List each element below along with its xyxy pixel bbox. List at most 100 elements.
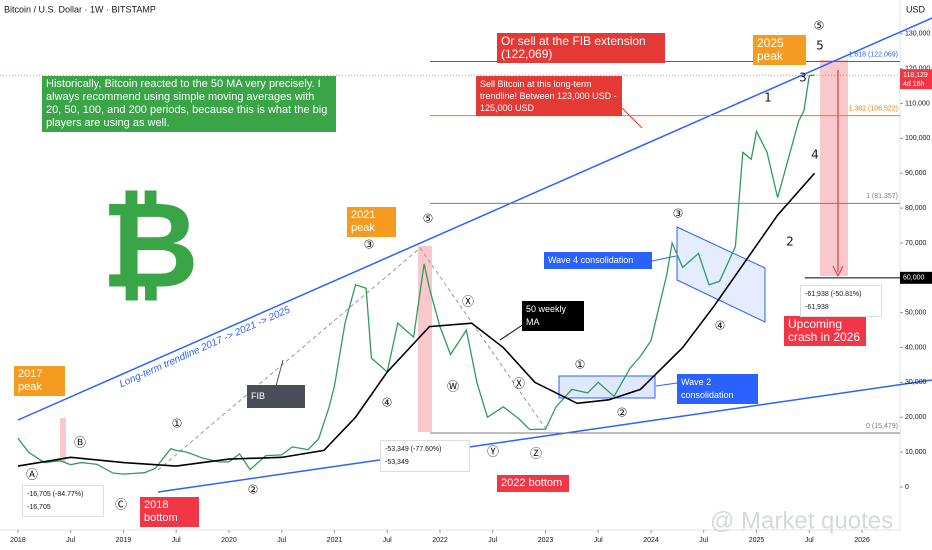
currency: USD: [906, 4, 926, 14]
x-tick-label: 2018: [10, 537, 26, 544]
series-line: [17, 74, 815, 475]
y-tick-label: 110,000: [905, 100, 930, 107]
y-tick-label: 20,000: [905, 414, 927, 421]
wave-label: ⑤: [423, 212, 434, 226]
x-tick-label: 2023: [538, 537, 554, 544]
y-tick-label: 120,000: [905, 66, 930, 73]
fib-label: 1.382 (106,522): [849, 105, 898, 112]
x-tick-label: 2026: [854, 537, 870, 544]
trendline-label: Long-term trendline 2017 -> 2021 -> 2025: [118, 304, 293, 390]
y-tick-label: 40,000: [905, 344, 927, 351]
x-tick-label: 2024: [643, 537, 659, 544]
header: Bitcoin / U.S. Dollar · 1W · BITSTAMP: [4, 4, 156, 14]
wave-label: 1: [764, 91, 772, 105]
wave-label: Ⓧ: [462, 295, 474, 309]
x-tick-label: 2025: [749, 537, 765, 544]
x-tick-label: Jul: [277, 537, 286, 544]
wave-label: Ⓐ: [26, 468, 38, 482]
wave-label: ④: [715, 319, 726, 333]
wave-label: 5: [816, 39, 824, 53]
annotation: 2025 peak: [753, 35, 806, 65]
drop-zone: [60, 418, 66, 462]
last-price-label: 118,129: [903, 72, 928, 79]
annotation: 2022 bottom: [497, 475, 569, 492]
annotation: Or sell at the FIB extension (122,069): [497, 33, 665, 63]
watermark: @ Market quotes: [710, 507, 893, 534]
wave-label: Ⓒ: [115, 498, 127, 512]
wave4-zone: [676, 226, 766, 323]
pointer: [651, 255, 677, 262]
measure-label: -53,349 (-77.60%) -53,349: [380, 440, 470, 472]
y-tick-label: 80,000: [905, 205, 927, 212]
y-tick-label: 90,000: [905, 170, 927, 177]
y-tick-label: 70,000: [905, 240, 927, 247]
y-tick-label: 0: [905, 484, 909, 491]
wave-label: Ⓦ: [447, 380, 459, 394]
annotation: Historically, Bitcoin reacted to the 50 …: [42, 76, 336, 132]
measure-label: -61,938 (-50.81%) -61,938: [800, 285, 882, 317]
wave-label: ③: [673, 207, 684, 221]
wave-label: ②: [617, 406, 628, 420]
wave2-zone: [558, 375, 656, 399]
target-label: 60,000: [903, 275, 925, 282]
lower-trendline: [157, 379, 932, 493]
y-tick-label: 30,000: [905, 379, 927, 386]
fib-label: 0 (15,479): [866, 423, 898, 430]
annotation: FIB extension: [247, 385, 305, 420]
y-tick-label: 50,000: [905, 310, 927, 317]
measure-label: -16,705 (-84.77%) -16,705: [22, 485, 104, 517]
y-tick-label: 10,000: [905, 449, 927, 456]
last-price-box: [900, 69, 932, 90]
annotation: 2017 peak: [14, 366, 65, 396]
pointer: [655, 382, 678, 387]
wave-label: ①: [575, 358, 586, 372]
fib-label: 1 (81,357): [866, 193, 898, 200]
x-tick-label: Jul: [594, 537, 603, 544]
pointer: [621, 107, 643, 129]
x-tick-label: 2022: [432, 537, 448, 544]
wave-label: 2: [786, 235, 794, 249]
y-tick-label: 100,000: [905, 135, 930, 142]
series-line: [17, 172, 816, 467]
annotation: 2021 peak: [347, 207, 396, 237]
wave-label: ③: [364, 238, 375, 252]
wave-label: 3: [799, 71, 807, 85]
wave-label: ②: [248, 483, 259, 497]
annotation: Sell Bitcoin at this long-term trendline…: [476, 76, 622, 116]
countdown: 4d 16h: [903, 81, 925, 88]
y-tick-label: 130,000: [905, 31, 930, 38]
upper-trendline: [17, 17, 932, 421]
x-tick-label: 2021: [327, 537, 343, 544]
x-tick-label: Jul: [805, 537, 814, 544]
x-tick-label: Jul: [66, 537, 75, 544]
fib-dash: [419, 247, 549, 433]
x-tick-label: Jul: [699, 537, 708, 544]
wave-label: Ⓩ: [530, 447, 542, 461]
wave-label: 4: [811, 148, 819, 162]
wave-label: Ⓑ: [74, 436, 86, 450]
fib-label: 1.618 (122,069): [849, 51, 898, 58]
x-tick-label: Jul: [488, 537, 497, 544]
target-box: [900, 271, 932, 284]
wave-label: ⑤: [814, 19, 825, 33]
annotation: Upcoming crash in 2026: [784, 316, 866, 346]
annotation: 50 weekly MA: [522, 301, 584, 331]
x-tick-label: 2020: [221, 537, 237, 544]
drop-zone: [820, 60, 848, 276]
x-tick-label: 2019: [116, 537, 132, 544]
wave-label: Ⓧ: [513, 377, 525, 391]
x-tick-label: Jul: [383, 537, 392, 544]
wave-label: Ⓨ: [487, 445, 499, 459]
annotation: Wave 4 consolidation: [544, 252, 652, 269]
annotation: 2018 bottom: [140, 497, 199, 527]
annotation: Wave 2 consolidation: [677, 374, 758, 404]
wave-label: ④: [382, 396, 393, 410]
wave-label: ①: [172, 417, 183, 431]
drop-zone: [418, 246, 432, 432]
btc-logo: ₿: [101, 179, 199, 313]
arrow-head: [832, 265, 844, 278]
pointer: [275, 359, 284, 387]
fib-dash: [157, 247, 421, 471]
